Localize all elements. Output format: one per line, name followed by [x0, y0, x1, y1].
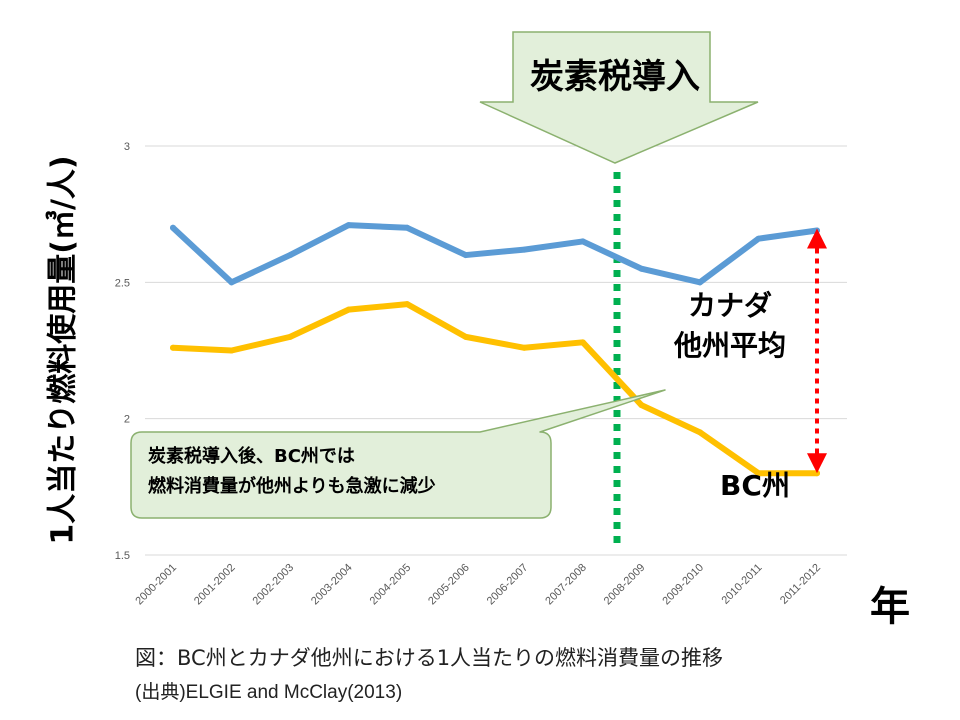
data-point — [521, 246, 528, 253]
y-tick-label: 3 — [124, 141, 130, 153]
x-tick-label: 2010-2011 — [719, 562, 764, 607]
y-axis-label-wrap: 1人当たり燃料使用量(㎥/人) — [20, 145, 100, 555]
callout-text: 炭素税導入後、BC州では — [148, 445, 355, 467]
source-note: (出典)ELGIE and McClay(2013) — [135, 682, 403, 703]
x-tick-label: 2001-2002 — [192, 562, 238, 608]
x-tick-label: 2009-2010 — [660, 562, 706, 608]
data-point — [638, 402, 645, 409]
data-point — [521, 344, 528, 351]
series-line-2 — [170, 301, 820, 477]
x-axis-label: 年 — [870, 584, 910, 630]
data-point — [579, 238, 586, 245]
data-point — [345, 222, 352, 229]
data-point — [170, 224, 176, 231]
data-point — [696, 429, 703, 436]
figure-caption: 図：BC州とカナダ他州における1人当たりの燃料消費量の推移 — [135, 646, 724, 670]
carbon-tax-banner-arrow — [479, 31, 759, 164]
x-tick-label: 2006-2007 — [485, 562, 531, 608]
y-axis-label: 1人当たり燃料使用量(㎥/人) — [46, 155, 82, 545]
y-tick-label: 2.5 — [115, 277, 130, 289]
carbon-tax-banner-text: 炭素税導入 — [530, 57, 700, 97]
data-point — [755, 235, 762, 242]
y-tick-label: 2 — [124, 414, 130, 426]
data-point — [287, 333, 294, 340]
data-point — [404, 224, 411, 231]
callout-box — [130, 389, 666, 519]
x-tick-label: 2004-2005 — [368, 562, 414, 608]
x-tick-label: 2000-2001 — [133, 562, 179, 608]
data-point — [228, 347, 235, 354]
data-point — [638, 265, 645, 272]
series-label-1: カナダ — [688, 289, 772, 322]
x-tick-label: 2011-2012 — [778, 562, 823, 607]
data-point — [462, 252, 469, 259]
x-tick-label: 2002-2003 — [251, 562, 297, 608]
data-point — [579, 339, 586, 346]
data-point — [170, 344, 176, 351]
series-label-1: 他州平均 — [673, 329, 786, 362]
data-point — [287, 252, 294, 259]
x-tick-label: 2007-2008 — [543, 562, 589, 608]
x-tick-label: 2005-2006 — [426, 562, 472, 608]
data-point — [345, 306, 352, 313]
x-tick-label: 2003-2004 — [309, 562, 355, 608]
y-tick-label: 1.5 — [115, 550, 130, 562]
series-line-1 — [170, 222, 820, 286]
data-point — [755, 470, 762, 477]
callout-text: 燃料消費量が他州よりも急激に減少 — [148, 475, 436, 497]
data-point — [404, 301, 411, 308]
data-point — [462, 333, 469, 340]
data-point — [814, 227, 820, 234]
x-tick-label: 2008-2009 — [602, 562, 648, 608]
data-point — [814, 470, 820, 477]
data-point — [696, 279, 703, 286]
series-label-2: BC州 — [720, 469, 790, 502]
data-point — [228, 279, 235, 286]
